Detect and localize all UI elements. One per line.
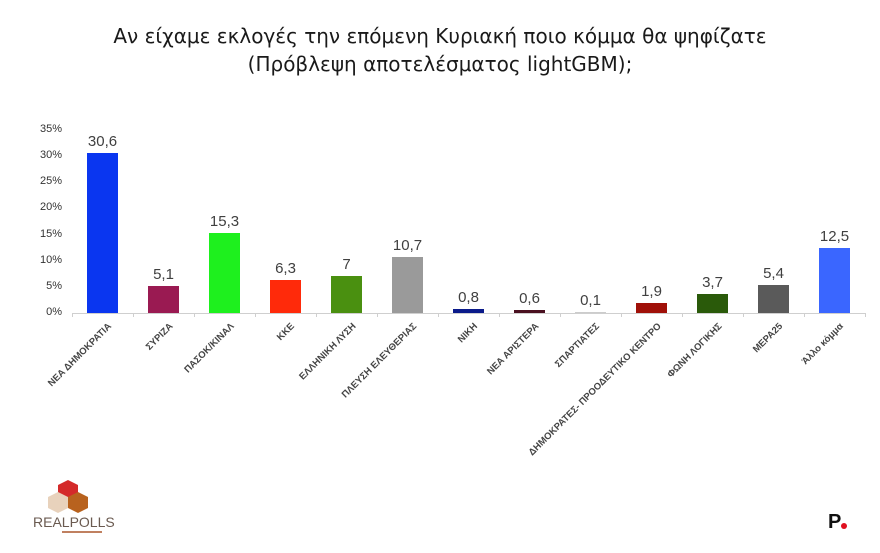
x-axis-tick	[682, 313, 683, 317]
bar-value-label: 15,3	[209, 213, 240, 230]
bar-value-label: 10,7	[392, 237, 423, 255]
x-category-label: ΝΕΑ ΔΗΜΟΚΡΑΤΙΑ	[46, 321, 115, 390]
bar	[697, 293, 728, 313]
x-category-label: ΚΚΕ	[275, 321, 298, 343]
bar-value-label: 5,1	[153, 266, 174, 284]
bar	[636, 303, 667, 313]
bar-value-label: 0,8	[458, 288, 479, 306]
x-axis-tick	[316, 313, 317, 317]
publisher-logo: P	[828, 511, 847, 533]
x-category-label: ΕΛΛΗΝΙΚΗ ΛΥΣΗ	[296, 321, 359, 383]
x-axis-tick	[865, 313, 866, 317]
bar	[514, 309, 545, 313]
x-axis-tick	[72, 313, 73, 317]
realpolls-logo: REALPOLLS	[33, 480, 115, 533]
bar-value-label: 7	[342, 256, 351, 274]
realpolls-logo-text: REALPOLLS	[33, 514, 115, 530]
x-axis-tick	[377, 313, 378, 317]
x-category-label: ΝΙΚΗ	[456, 321, 481, 346]
x-axis-tick	[255, 313, 256, 317]
bar	[87, 153, 118, 313]
x-category-label: ΔΗΜΟΚΡΑΤΕΣ- ΠΡΟΟΔΕΥΤΙΚΟ ΚΕΝΤΡΟ	[526, 321, 664, 459]
svg-text:P: P	[828, 511, 841, 533]
y-tick-label: 5%	[46, 279, 62, 292]
x-axis	[72, 313, 866, 314]
bar-value-label: 0,1	[580, 292, 601, 310]
bar-value-label: 0,6	[519, 289, 540, 307]
bar	[575, 312, 606, 313]
x-axis-tick	[194, 313, 195, 317]
y-tick-label: 35%	[39, 123, 62, 135]
bar-value-label: 5,4	[763, 264, 784, 282]
x-category-label: ΜΕΡΑ25	[751, 321, 786, 356]
y-tick-label: 25%	[39, 175, 62, 188]
bar	[819, 247, 850, 313]
x-axis-tick	[499, 313, 500, 317]
chart-title-line2: (Πρόβλεψη αποτελέσματος lightGBM);	[247, 52, 633, 76]
bar	[148, 286, 179, 313]
x-category-label: ΦΩΝΗ ΛΟΓΙΚΗΣ	[665, 321, 725, 381]
x-axis-tick	[133, 313, 134, 317]
bar	[392, 257, 423, 313]
bar	[209, 233, 240, 313]
bar-value-label: 1,9	[641, 283, 662, 301]
x-category-label: Άλλο κόμμα	[800, 321, 847, 367]
bar-value-label: 30,6	[87, 133, 118, 150]
chart-title-line1: Αν είχαμε εκλογές την επόμενη Κυριακή πο…	[113, 24, 767, 48]
bar	[331, 276, 362, 313]
x-axis-tick	[621, 313, 622, 317]
bar-value-label: 6,3	[275, 260, 296, 278]
bar-value-label: 3,7	[702, 273, 723, 291]
x-axis-tick	[743, 313, 744, 317]
bar	[758, 284, 789, 313]
y-tick-label: 10%	[39, 253, 62, 266]
x-axis-tick	[438, 313, 439, 317]
bar	[453, 308, 484, 313]
x-category-label: ΣΠΑΡΤΙΑΤΕΣ	[553, 321, 603, 370]
y-tick-label: 0%	[46, 306, 62, 318]
bar-value-label: 12,5	[819, 227, 850, 245]
x-category-label: ΝΕΑ ΑΡΙΣΤΕΡΑ	[485, 321, 542, 378]
x-category-label: ΠΑΣΟΚ/ΚΙΝΑΛ	[181, 321, 237, 376]
y-tick-label: 30%	[39, 149, 62, 162]
chart-title: Αν είχαμε εκλογές την επόμενη Κυριακή πο…	[0, 22, 880, 78]
y-tick-label: 15%	[39, 227, 62, 240]
x-axis-tick	[804, 313, 805, 317]
bar	[270, 280, 301, 313]
x-category-label: ΣΥΡΙΖΑ	[143, 321, 176, 353]
x-axis-tick	[560, 313, 561, 317]
y-tick-label: 20%	[39, 201, 62, 214]
